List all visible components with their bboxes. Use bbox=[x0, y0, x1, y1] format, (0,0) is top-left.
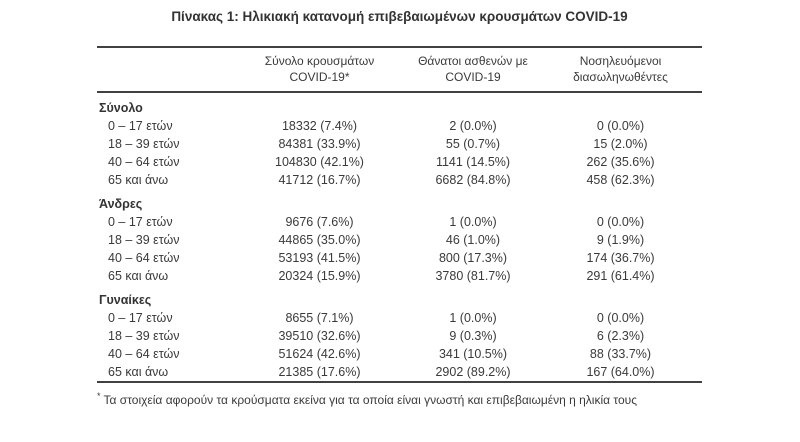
cases-value: 8655 (7.1%) bbox=[285, 311, 354, 325]
intubated-value: 88 (33.7%) bbox=[589, 347, 652, 361]
intubated-value: 0 (0.0%) bbox=[596, 311, 645, 325]
deaths-value: 9 (0.3%) bbox=[449, 329, 497, 343]
table-row: 18 – 39 ετών 39510 (32.6%) 9 (0.3%) 6 (2… bbox=[97, 327, 702, 345]
section-label: Σύνολο bbox=[99, 101, 143, 115]
footnote-asterisk: * bbox=[97, 391, 101, 401]
footnote-text: Τα στοιχεία αφορούν τα κρούσματα εκείνα … bbox=[103, 393, 637, 407]
cases-value: 104830 (42.1%) bbox=[275, 155, 364, 169]
cases-value: 20324 (15.9%) bbox=[278, 269, 361, 283]
intubated-value: 262 (35.6%) bbox=[586, 155, 655, 169]
cases-value: 18332 (7.4%) bbox=[281, 119, 358, 133]
cases-value: 21385 (17.6%) bbox=[278, 365, 361, 379]
deaths-value: 341 (10.5%) bbox=[438, 347, 508, 361]
section-header-women: Γυναίκες bbox=[97, 285, 702, 309]
section-label: Άνδρες bbox=[99, 197, 143, 211]
intubated-value: 174 (36.7%) bbox=[586, 251, 655, 265]
table-row: 18 – 39 ετών 84381 (33.9%) 55 (0.7%) 15 … bbox=[97, 135, 702, 153]
header-intubated: Νοσηλευόμενοι διασωληνωθέντες bbox=[539, 47, 702, 93]
intubated-value: 291 (61.4%) bbox=[586, 269, 655, 283]
table-row: 0 – 17 ετών 8655 (7.1%) 1 (0.0%) 0 (0.0%… bbox=[97, 309, 702, 327]
section-header-total: Σύνολο bbox=[97, 92, 702, 117]
header-total-cases-line2: COVID-19* bbox=[289, 70, 350, 84]
deaths-value: 2 (0.0%) bbox=[449, 119, 497, 133]
deaths-value: 6682 (84.8%) bbox=[435, 173, 511, 187]
table-row: 65 και άνω 20324 (15.9%) 3780 (81.7%) 29… bbox=[97, 267, 702, 285]
table-row: 40 – 64 ετών 51624 (42.6%) 341 (10.5%) 8… bbox=[97, 345, 702, 363]
deaths-value: 3780 (81.7%) bbox=[435, 269, 511, 283]
age-label: 40 – 64 ετών bbox=[108, 347, 180, 361]
cases-value: 51624 (42.6%) bbox=[278, 347, 361, 361]
intubated-value: 0 (0.0%) bbox=[596, 119, 645, 133]
deaths-value: 55 (0.7%) bbox=[445, 137, 501, 151]
table-row: 40 – 64 ετών 104830 (42.1%) 1141 (14.5%)… bbox=[97, 153, 702, 171]
table-row: 65 και άνω 41712 (16.7%) 6682 (84.8%) 45… bbox=[97, 171, 702, 189]
cases-value: 53193 (41.5%) bbox=[278, 251, 361, 265]
deaths-value: 1141 (14.5%) bbox=[435, 155, 511, 169]
header-intubated-line1: Νοσηλευόμενοι bbox=[579, 54, 662, 68]
table-row: 65 και άνω 21385 (17.6%) 2902 (89.2%) 16… bbox=[97, 363, 702, 382]
header-deaths: Θάνατοι ασθενών με COVID-19 bbox=[407, 47, 539, 93]
intubated-value: 167 (64.0%) bbox=[586, 365, 655, 379]
header-deaths-line1: Θάνατοι ασθενών με bbox=[418, 54, 528, 68]
header-total-cases: Σύνολο κρουσμάτων COVID-19* bbox=[232, 47, 407, 93]
age-label: 40 – 64 ετών bbox=[108, 251, 180, 265]
age-label: 18 – 39 ετών bbox=[108, 137, 180, 151]
header-empty-cell bbox=[97, 47, 232, 93]
age-label: 40 – 64 ετών bbox=[108, 155, 180, 169]
age-label: 65 και άνω bbox=[108, 365, 169, 379]
covid-age-distribution-table: Σύνολο κρουσμάτων COVID-19* Θάνατοι ασθε… bbox=[97, 46, 702, 383]
age-label: 65 και άνω bbox=[108, 173, 169, 187]
table-row: 0 – 17 ετών 9676 (7.6%) 1 (0.0%) 0 (0.0%… bbox=[97, 213, 702, 231]
deaths-value: 800 (17.3%) bbox=[438, 251, 508, 265]
deaths-value: 46 (1.0%) bbox=[445, 233, 501, 247]
header-row: Σύνολο κρουσμάτων COVID-19* Θάνατοι ασθε… bbox=[97, 47, 702, 93]
deaths-value: 2902 (89.2%) bbox=[435, 365, 511, 379]
age-label: 65 και άνω bbox=[108, 269, 169, 283]
table-row: 0 – 17 ετών 18332 (7.4%) 2 (0.0%) 0 (0.0… bbox=[97, 117, 702, 135]
table-row: 18 – 39 ετών 44865 (35.0%) 46 (1.0%) 9 (… bbox=[97, 231, 702, 249]
age-label: 0 – 17 ετών bbox=[108, 119, 173, 133]
header-intubated-line2: διασωληνωθέντες bbox=[573, 70, 668, 84]
age-label: 18 – 39 ετών bbox=[108, 329, 180, 343]
footnote: * Τα στοιχεία αφορούν τα κρούσματα εκείνα… bbox=[97, 391, 737, 407]
intubated-value: 458 (62.3%) bbox=[586, 173, 655, 187]
table-row: 40 – 64 ετών 53193 (41.5%) 800 (17.3%) 1… bbox=[97, 249, 702, 267]
header-deaths-line2: COVID-19 bbox=[445, 70, 501, 84]
cases-value: 44865 (35.0%) bbox=[278, 233, 361, 247]
intubated-value: 15 (2.0%) bbox=[593, 137, 648, 151]
table-title: Πίνακας 1: Ηλικιακή κατανομή επιβεβαιωμέ… bbox=[171, 9, 628, 24]
section-header-men: Άνδρες bbox=[97, 189, 702, 213]
age-label: 18 – 39 ετών bbox=[108, 233, 180, 247]
deaths-value: 1 (0.0%) bbox=[449, 215, 497, 229]
intubated-value: 0 (0.0%) bbox=[596, 215, 645, 229]
cases-value: 84381 (33.9%) bbox=[278, 137, 361, 151]
section-label: Γυναίκες bbox=[99, 293, 152, 307]
header-total-cases-line1: Σύνολο κρουσμάτων bbox=[264, 54, 375, 68]
age-label: 0 – 17 ετών bbox=[108, 215, 173, 229]
deaths-value: 1 (0.0%) bbox=[449, 311, 497, 325]
intubated-value: 6 (2.3%) bbox=[596, 329, 645, 343]
cases-value: 9676 (7.6%) bbox=[285, 215, 354, 229]
cases-value: 41712 (16.7%) bbox=[278, 173, 361, 187]
intubated-value: 9 (1.9%) bbox=[596, 233, 645, 247]
cases-value: 39510 (32.6%) bbox=[278, 329, 361, 343]
age-label: 0 – 17 ετών bbox=[108, 311, 173, 325]
